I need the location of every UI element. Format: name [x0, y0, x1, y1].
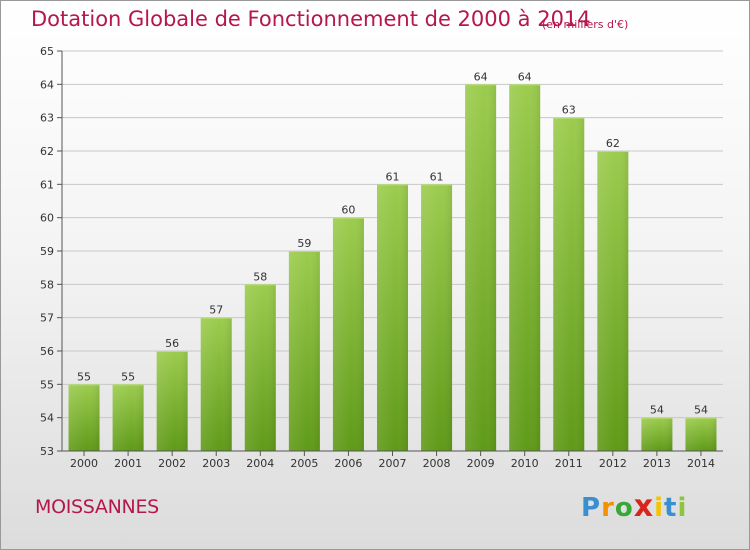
logo-letter: P: [581, 493, 602, 523]
x-tick-label: 2005: [290, 457, 318, 470]
y-tick-label: 53: [40, 445, 54, 458]
x-tick-label: 2007: [379, 457, 407, 470]
bar-shade: [332, 217, 364, 451]
value-label: 55: [121, 370, 135, 383]
bar-shade: [244, 284, 276, 451]
proxiti-logo[interactable]: Proxiti: [581, 489, 687, 524]
logo-letter: x: [633, 489, 655, 524]
y-tick-label: 62: [40, 145, 54, 158]
bar-shade: [685, 417, 717, 451]
logo-letter: r: [601, 493, 615, 523]
value-label: 57: [209, 304, 223, 317]
x-tick-label: 2011: [555, 457, 583, 470]
bar-shade: [288, 251, 320, 451]
x-tick-label: 2006: [334, 457, 362, 470]
place-name: MOISSANNES: [35, 496, 159, 518]
chart-subtitle: (en milliers d'€): [542, 18, 629, 31]
y-tick-label: 59: [40, 245, 54, 258]
value-label: 55: [77, 370, 91, 383]
x-tick-label: 2002: [158, 457, 186, 470]
value-label: 60: [341, 204, 355, 217]
bar-shade: [421, 184, 453, 452]
y-tick-label: 60: [40, 212, 54, 225]
y-tick-label: 64: [40, 78, 54, 91]
x-tick-label: 2008: [423, 457, 451, 470]
value-label: 54: [650, 404, 664, 417]
value-label: 54: [694, 404, 708, 417]
x-tick-label: 2004: [246, 457, 274, 470]
bar-shade: [597, 151, 629, 451]
y-tick-label: 61: [40, 178, 54, 191]
value-label: 62: [606, 137, 620, 150]
bar-shade: [112, 384, 144, 451]
value-label: 64: [518, 70, 532, 83]
logo-letter: t: [664, 493, 678, 523]
logo-letter: o: [614, 493, 634, 523]
y-tick-label: 54: [40, 412, 54, 425]
x-tick-label: 2014: [687, 457, 715, 470]
bar-shade: [156, 351, 188, 451]
logo-letter: i: [654, 493, 665, 523]
bar-shade: [641, 417, 673, 451]
bar-shade: [377, 184, 408, 452]
chart-title: Dotation Globale de Fonctionnement de 20…: [31, 7, 591, 31]
value-label: 61: [386, 170, 400, 183]
x-tick-label: 2003: [202, 457, 230, 470]
y-tick-label: 58: [40, 278, 54, 291]
value-label: 61: [430, 170, 444, 183]
value-label: 56: [165, 337, 179, 350]
x-tick-label: 2013: [643, 457, 671, 470]
value-label: 59: [297, 237, 311, 250]
x-tick-label: 2012: [599, 457, 627, 470]
bar-shade: [553, 117, 585, 452]
x-tick-label: 2010: [511, 457, 539, 470]
y-tick-label: 57: [40, 312, 54, 325]
value-label: 64: [474, 70, 488, 83]
bar-shade: [509, 84, 541, 451]
value-label: 63: [562, 104, 576, 117]
bar-shade: [465, 84, 497, 451]
x-tick-label: 2001: [114, 457, 142, 470]
y-tick-label: 63: [40, 112, 54, 125]
y-tick-label: 56: [40, 345, 54, 358]
logo-letter: i: [677, 493, 688, 523]
y-tick-label: 65: [40, 45, 54, 58]
bar-shade: [68, 384, 100, 451]
value-label: 58: [253, 270, 267, 283]
x-tick-label: 2000: [70, 457, 98, 470]
y-tick-label: 55: [40, 378, 54, 391]
x-tick-label: 2009: [467, 457, 495, 470]
bar-shade: [200, 317, 232, 451]
